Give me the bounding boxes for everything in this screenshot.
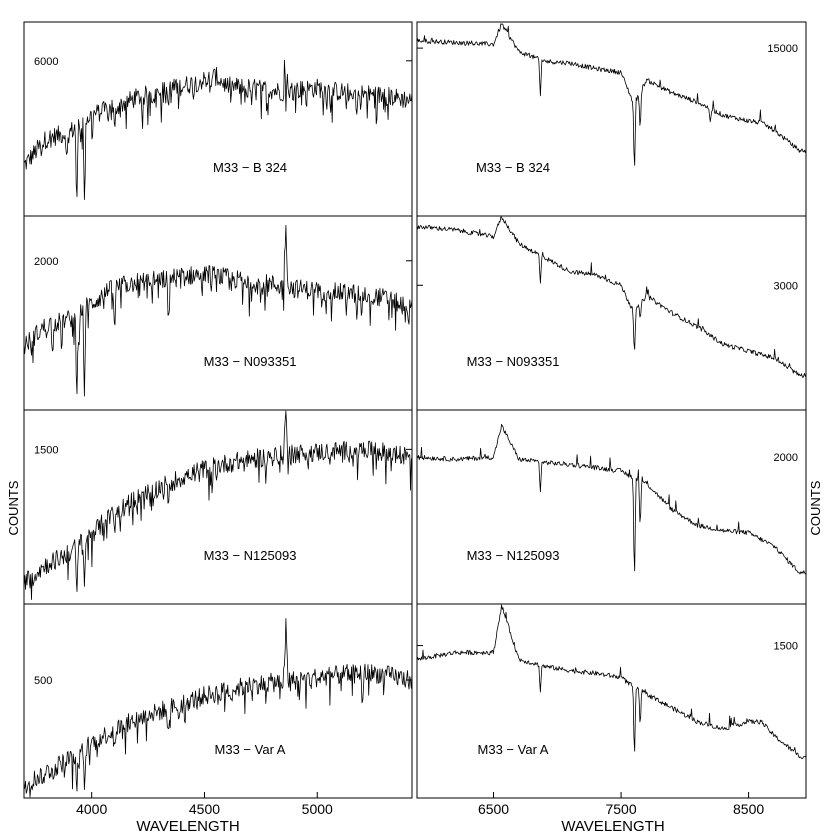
spectrum-line xyxy=(416,604,807,760)
spectrum-line xyxy=(416,23,807,166)
y-tick-label: 1500 xyxy=(34,444,58,456)
panel-label: M33 − N093351 xyxy=(467,354,560,369)
spectrum-line xyxy=(23,410,413,600)
x-axis-title-right: WAVELENGTH xyxy=(561,818,664,835)
panel-frame xyxy=(416,603,807,799)
panel-label: M33 − B 324 xyxy=(213,160,287,175)
y-axis-title-left: COUNTS xyxy=(6,480,21,535)
y-tick-label: 2000 xyxy=(774,452,798,464)
x-tick-label: 7500 xyxy=(605,801,636,817)
y-tick-label: 3000 xyxy=(774,280,798,292)
panel-label: M33 − N125093 xyxy=(204,548,297,563)
x-tick-label: 4000 xyxy=(76,801,107,817)
spectrum-line xyxy=(23,59,413,201)
panel-label: M33 − N125093 xyxy=(467,548,560,563)
y-axis-title-right: COUNTS xyxy=(808,480,823,535)
spectrum-line xyxy=(23,224,413,397)
y-tick-label: 2000 xyxy=(34,256,58,268)
axes-text: WAVELENGTH WAVELENGTH COUNTS COUNTS xyxy=(6,480,823,835)
x-tick-label: 5000 xyxy=(302,801,333,817)
panel-label: M33 − B 324 xyxy=(476,160,550,175)
spectrum-line xyxy=(416,216,807,379)
x-axis-title-left: WAVELENGTH xyxy=(136,818,239,835)
panel-frame xyxy=(23,409,413,605)
y-tick-label: 500 xyxy=(34,675,52,687)
panel-frame xyxy=(23,603,413,799)
panel-label: M33 − N093351 xyxy=(204,354,297,369)
y-tick-label: 15000 xyxy=(767,43,798,55)
x-tick-label: 4500 xyxy=(189,801,220,817)
x-tick-label: 6500 xyxy=(478,801,509,817)
panel-frame xyxy=(416,21,807,217)
spectrum-line xyxy=(416,423,807,575)
panels: 6000 M33 − B 324 15000 M33 − B 324 2000 M33 −… xyxy=(23,21,807,817)
panel-frame xyxy=(416,215,807,411)
x-tick-label: 8500 xyxy=(733,801,764,817)
panel-label: M33 − Var A xyxy=(215,742,286,757)
panel-label: M33 − Var A xyxy=(478,742,549,757)
y-tick-label: 1500 xyxy=(774,641,798,653)
spectrum-line xyxy=(24,618,413,798)
panel-frame xyxy=(416,409,807,605)
y-tick-label: 6000 xyxy=(34,56,58,68)
panel-frame xyxy=(23,21,413,217)
